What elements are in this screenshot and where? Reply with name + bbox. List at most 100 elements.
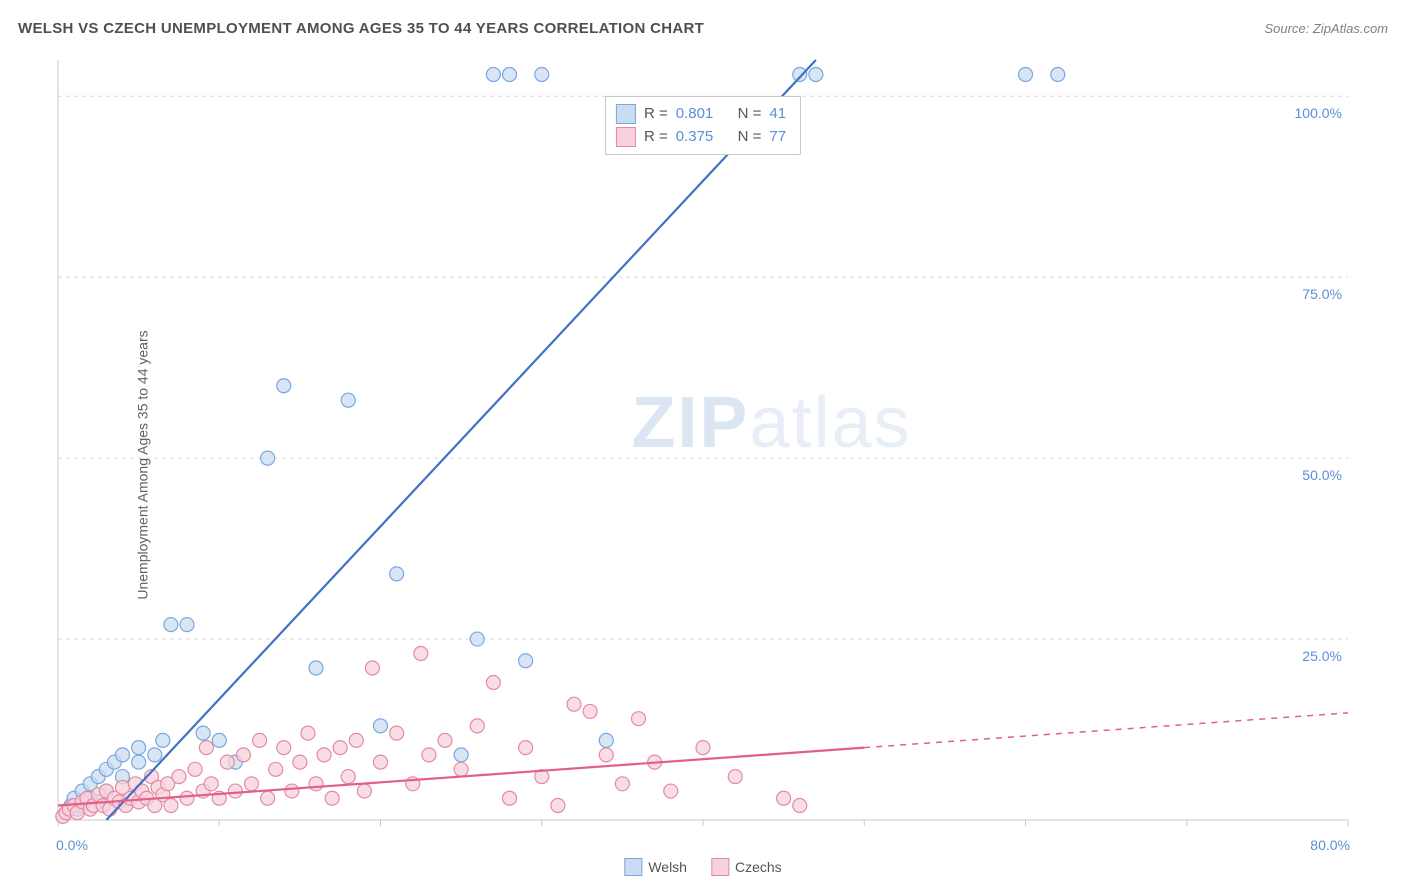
data-point [793, 67, 807, 81]
stats-legend-row: R = 0.375 N = 77 [616, 126, 786, 149]
data-point [309, 777, 323, 791]
data-point [390, 567, 404, 581]
n-label: N = [738, 103, 762, 126]
data-point [228, 784, 242, 798]
data-point [599, 733, 613, 747]
data-point [269, 762, 283, 776]
data-point [809, 67, 823, 81]
data-point [519, 741, 533, 755]
legend-swatch-czechs [711, 858, 729, 876]
data-point [212, 733, 226, 747]
data-point [793, 799, 807, 813]
r-value: 0.801 [676, 103, 714, 126]
data-point [285, 784, 299, 798]
data-point [728, 770, 742, 784]
data-point [199, 741, 213, 755]
data-point [180, 618, 194, 632]
data-point [486, 675, 500, 689]
data-point [632, 712, 646, 726]
legend-item-czechs: Czechs [711, 858, 782, 876]
data-point [519, 654, 533, 668]
data-point [664, 784, 678, 798]
chart-source: Source: ZipAtlas.com [1264, 21, 1388, 36]
data-point [615, 777, 629, 791]
legend-label: Welsh [648, 859, 687, 875]
data-point [164, 618, 178, 632]
data-point [470, 719, 484, 733]
data-point [341, 770, 355, 784]
chart-area: Unemployment Among Ages 35 to 44 years 2… [18, 48, 1388, 882]
data-point [309, 661, 323, 675]
chart-title: WELSH VS CZECH UNEMPLOYMENT AMONG AGES 3… [18, 20, 704, 37]
data-point [414, 647, 428, 661]
r-value: 0.375 [676, 126, 714, 149]
n-value: 41 [769, 103, 786, 126]
data-point [503, 791, 517, 805]
data-point [374, 719, 388, 733]
y-tick-label: 50.0% [1302, 467, 1342, 483]
x-tick-label-min: 0.0% [56, 837, 88, 853]
y-tick-label: 75.0% [1302, 286, 1342, 302]
data-point [325, 791, 339, 805]
data-point [454, 762, 468, 776]
data-point [583, 704, 597, 718]
legend-swatch-welsh [616, 104, 636, 124]
data-point [132, 741, 146, 755]
data-point [365, 661, 379, 675]
data-point [116, 748, 130, 762]
data-point [357, 784, 371, 798]
data-point [1019, 67, 1033, 81]
x-tick-label-max: 80.0% [1310, 837, 1350, 853]
data-point [341, 393, 355, 407]
data-point [333, 741, 347, 755]
data-point [164, 799, 178, 813]
data-point [156, 733, 170, 747]
trend-line-extension [864, 713, 1348, 748]
data-point [220, 755, 234, 769]
data-point [374, 755, 388, 769]
data-point [777, 791, 791, 805]
data-point [438, 733, 452, 747]
data-point [245, 777, 259, 791]
legend-item-welsh: Welsh [624, 858, 687, 876]
data-point [132, 755, 146, 769]
data-point [301, 726, 315, 740]
data-point [422, 748, 436, 762]
data-point [277, 379, 291, 393]
data-point [567, 697, 581, 711]
chart-header: WELSH VS CZECH UNEMPLOYMENT AMONG AGES 3… [18, 20, 1388, 37]
y-tick-label: 100.0% [1295, 105, 1342, 121]
data-point [551, 799, 565, 813]
scatter-plot: 25.0% 50.0% 75.0% 100.0% 0.0% 80.0% [18, 48, 1388, 882]
data-point [204, 777, 218, 791]
trend-line [106, 60, 816, 820]
stats-legend: R = 0.801 N = 41 R = 0.375 N = 77 [605, 96, 801, 155]
data-point [317, 748, 331, 762]
data-point [470, 632, 484, 646]
data-point [599, 748, 613, 762]
data-point [486, 67, 500, 81]
data-point [180, 791, 194, 805]
data-point [148, 748, 162, 762]
data-point [503, 67, 517, 81]
data-point [390, 726, 404, 740]
data-point [277, 741, 291, 755]
data-point [1051, 67, 1065, 81]
data-point [172, 770, 186, 784]
data-point [535, 67, 549, 81]
r-label: R = [644, 126, 668, 149]
legend-label: Czechs [735, 859, 782, 875]
r-label: R = [644, 103, 668, 126]
y-tick-label: 25.0% [1302, 648, 1342, 664]
data-point [188, 762, 202, 776]
legend-swatch-welsh [624, 858, 642, 876]
data-point [293, 755, 307, 769]
data-point [236, 748, 250, 762]
data-point [253, 733, 267, 747]
data-point [696, 741, 710, 755]
data-point [454, 748, 468, 762]
series-legend: Welsh Czechs [624, 858, 781, 876]
data-point [261, 451, 275, 465]
n-label: N = [738, 126, 762, 149]
data-point [261, 791, 275, 805]
